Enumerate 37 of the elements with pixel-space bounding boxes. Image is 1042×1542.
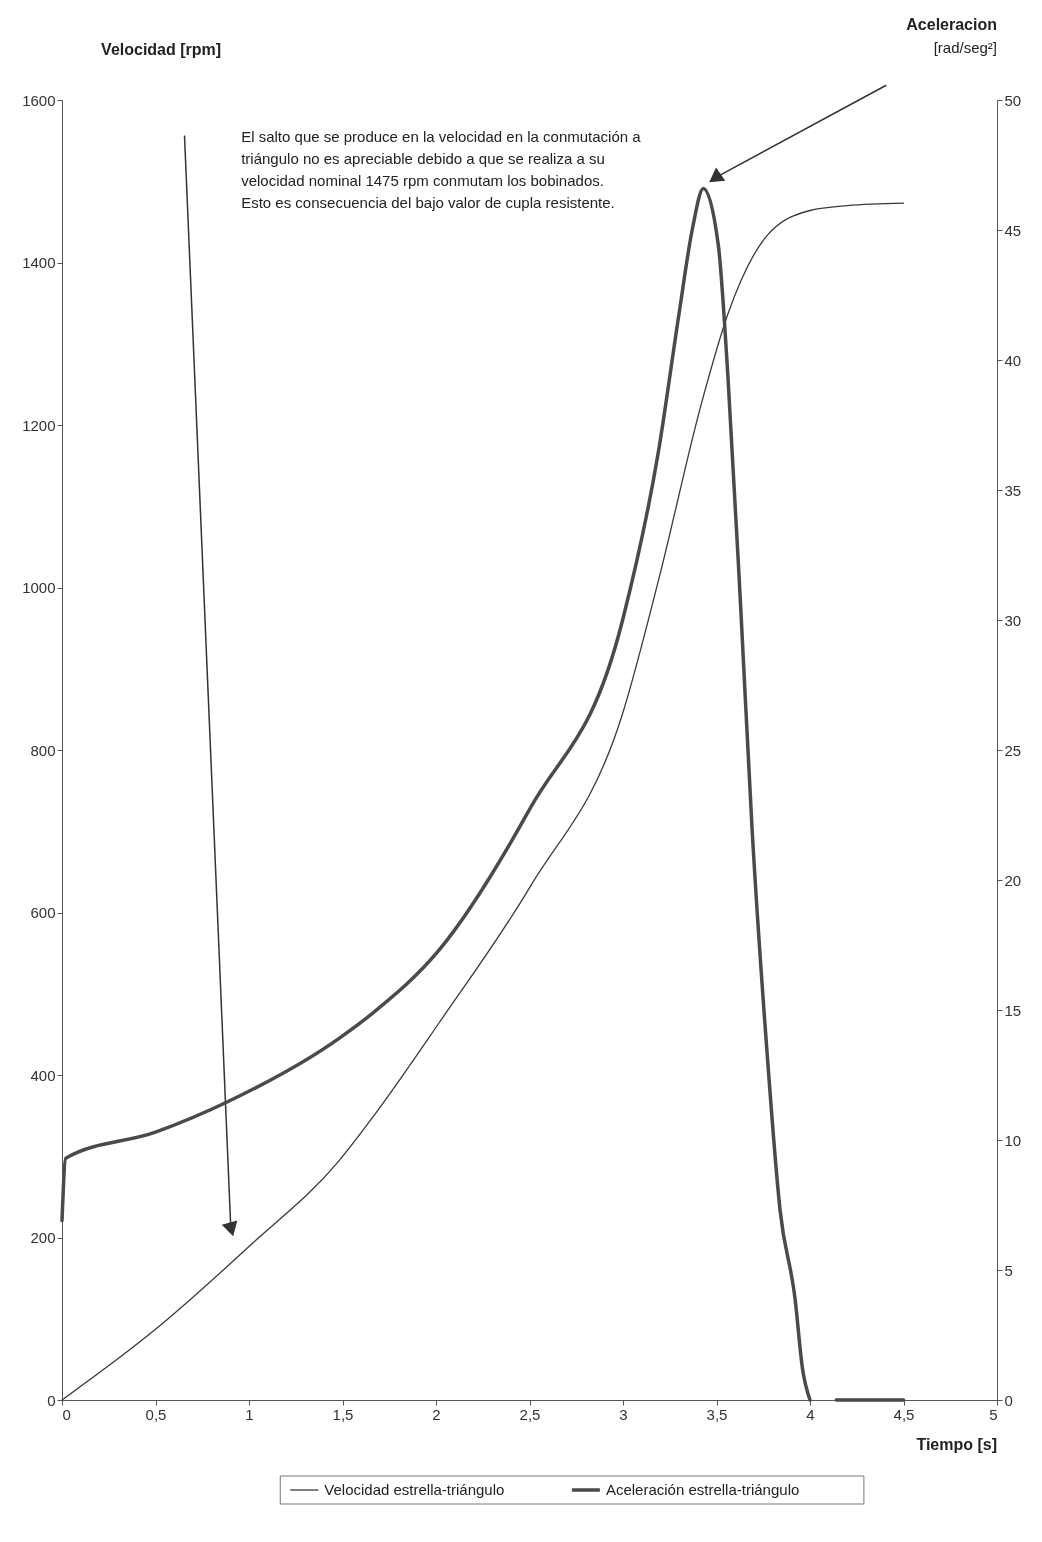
y2-axis-title: Aceleracion [rad/seg²] [906,16,997,56]
y-tick-label: 1400 [22,254,56,271]
x-tick-label: 0,5 [145,1405,167,1423]
y-tick-label: 400 [30,1066,56,1084]
y-tick-label: 1000 [22,579,56,596]
x-tick-label: 4,5 [893,1405,915,1423]
y-tick-label: 1200 [22,416,56,434]
y2-tick-label: 20 [1004,871,1022,889]
x-tick-label: 2,5 [519,1405,541,1423]
x-axis-title: Tiempo [s] [916,1436,997,1453]
y2-tick-label: 0 [1004,1391,1013,1409]
y-tick-label: 800 [30,741,56,759]
y-axis-title: Velocidad [rpm] [101,41,222,58]
y2-tick-label: 50 [1004,91,1022,109]
y-tick-label: 600 [30,904,56,921]
y2-tick-label: 45 [1004,221,1022,239]
x-tick-label: 3,5 [706,1405,728,1423]
x-tick-label: 2 [432,1405,441,1423]
x-tick-label: 3 [619,1405,628,1423]
x-tick-label: 5 [989,1405,998,1423]
y-tick-label: 200 [30,1229,56,1246]
x-tick-label: 1 [245,1405,254,1423]
y2-tick-label: 40 [1004,351,1022,369]
x-tick-label: 1,5 [332,1405,354,1423]
y-tick-label: 1600 [22,91,56,109]
x-tick-label: 4 [806,1405,815,1423]
y2-tick-label: 25 [1004,741,1022,759]
y2-tick-label: 15 [1004,1001,1022,1019]
annotation: El salto que se produce en la velocidad en la conmutación a triángulo no es apreciable debido a que se realiza a su velocidad nominal 1475 rpm conmutam los bobinados. Esto es consecuencia del bajo valor de cupla resistente. [241,127,642,211]
y-tick-label: 0 [47,1391,56,1409]
y2-tick-label: 30 [1004,611,1022,629]
x-tick-label: 0 [62,1405,71,1423]
legend-label: Aceleración estrella-triángulo [605,1481,800,1498]
y2-tick-label: 5 [1004,1261,1013,1279]
legend-label: Velocidad estrella-triángulo [324,1481,505,1498]
y2-tick-label: 35 [1004,481,1022,499]
y2-tick-label: 10 [1004,1131,1022,1149]
